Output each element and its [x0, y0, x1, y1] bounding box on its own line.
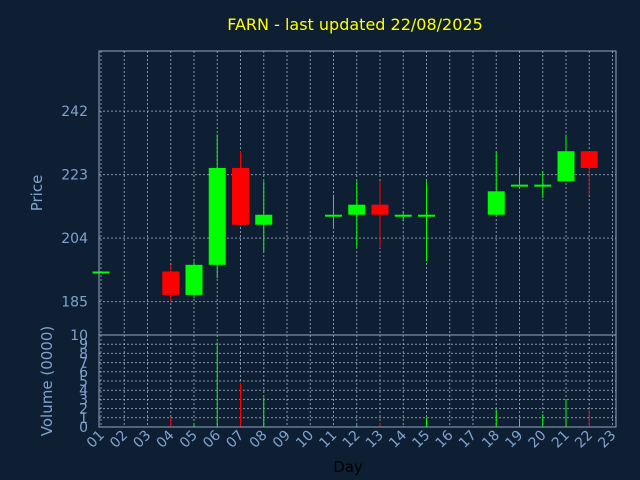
- candle-body: [348, 204, 366, 215]
- candle-body: [371, 204, 389, 215]
- candle: [557, 134, 575, 182]
- y-axis-label-price: Price: [28, 175, 46, 212]
- volume-y-tick-label: 10: [70, 328, 88, 344]
- x-tick-label: 08: [247, 428, 271, 452]
- price-candles: [92, 134, 598, 302]
- volume-y-tick-label: 5: [79, 374, 88, 390]
- candle-body: [92, 271, 110, 274]
- candle-body: [557, 151, 575, 182]
- volume-y-tick-label: 1: [79, 411, 88, 427]
- volume-y-tick-label: 8: [79, 346, 88, 362]
- candle: [511, 167, 528, 187]
- x-axis-ticks: 01 02 03 04 05 06 07 08 09 10 11 12 13 14 15 16 17 18 19 20…: [84, 427, 619, 451]
- x-tick-label: 03: [130, 428, 154, 452]
- x-tick-label: 05: [177, 428, 201, 452]
- candle: [418, 181, 435, 262]
- candle: [162, 264, 180, 302]
- x-tick-label: 19: [502, 428, 526, 452]
- x-tick-label: 10: [293, 428, 317, 452]
- price-y-tick-label: 204: [61, 231, 88, 247]
- volume-y-tick-label: 3: [79, 392, 88, 408]
- price-y-ticks: 185 204 223 242: [61, 104, 88, 310]
- candle-body: [325, 214, 342, 217]
- x-tick-label: 04: [154, 427, 178, 451]
- volume-panel-frame: [98, 334, 617, 428]
- candle: [580, 151, 598, 195]
- candle: [92, 271, 110, 274]
- candle: [185, 261, 203, 299]
- x-tick-label: 17: [456, 428, 480, 452]
- candle: [371, 181, 389, 249]
- candle: [232, 151, 249, 225]
- candle: [487, 151, 505, 215]
- candle: [534, 171, 552, 199]
- volume-y-tick-label: 9: [79, 337, 88, 353]
- candle-body: [255, 214, 273, 225]
- x-tick-label: 11: [316, 428, 340, 452]
- x-tick-label: 13: [363, 428, 387, 452]
- candle-body: [394, 214, 412, 217]
- x-axis-label: Day: [333, 458, 363, 476]
- x-tick-label: 06: [200, 427, 224, 451]
- candle: [348, 181, 366, 249]
- candle-body: [162, 271, 180, 295]
- x-tick-label: 20: [526, 428, 550, 452]
- x-tick-label: 23: [595, 428, 619, 452]
- x-tick-label: 16: [433, 427, 457, 451]
- candle-body: [487, 191, 505, 215]
- price-y-tick-label: 242: [61, 104, 88, 120]
- candle-body: [534, 184, 552, 187]
- x-tick-label: 18: [479, 428, 503, 452]
- candle-body: [208, 167, 226, 265]
- price-y-tick-label: 223: [61, 168, 88, 184]
- y-axis-label-volume: Volume (0000): [38, 326, 56, 436]
- x-tick-label: 15: [409, 428, 433, 452]
- candle-body: [418, 214, 435, 217]
- candle-body: [511, 184, 528, 187]
- candle-body: [232, 167, 249, 225]
- x-tick-label: 09: [270, 428, 294, 452]
- x-tick-label: 21: [549, 428, 573, 452]
- price-panel: 185 204 223 242: [61, 50, 617, 336]
- candle-body: [185, 264, 203, 295]
- volume-y-tick-label: 6: [79, 365, 88, 381]
- x-tick-label: 07: [223, 428, 247, 452]
- x-tick-label: 22: [572, 428, 596, 452]
- candle: [394, 211, 412, 222]
- candle: [255, 181, 273, 252]
- x-tick-label: 12: [340, 428, 364, 452]
- volume-grid: [99, 335, 616, 427]
- candle-body: [580, 151, 598, 168]
- candle: [325, 194, 342, 229]
- volume-bars: [170, 342, 590, 427]
- chart-title: FARN - last updated 22/08/2025: [227, 15, 483, 34]
- candle: [208, 134, 226, 279]
- volume-y-tick-label: 7: [79, 356, 88, 372]
- x-tick-label: 02: [107, 428, 131, 452]
- price-y-tick-label: 185: [61, 295, 88, 311]
- volume-y-tick-label: 2: [79, 402, 88, 418]
- x-tick-label: 14: [386, 427, 410, 451]
- volume-y-tick-label: 4: [79, 383, 88, 399]
- volume-y-tick-label: 0: [79, 420, 88, 436]
